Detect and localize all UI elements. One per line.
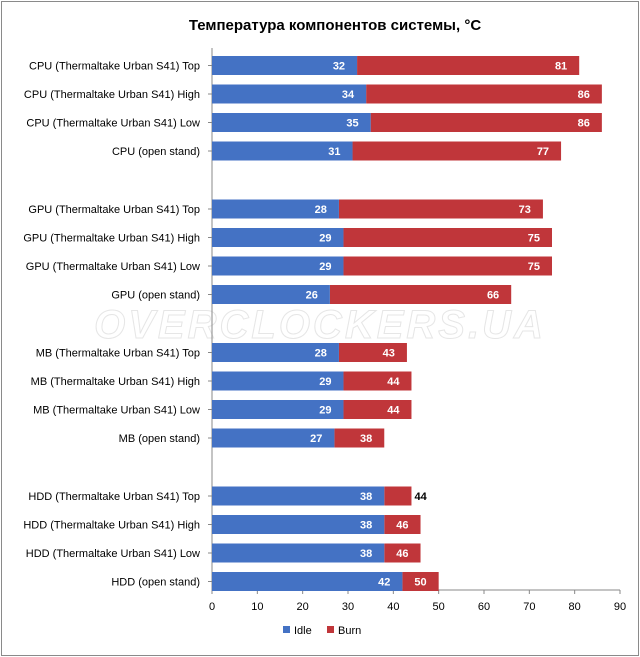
category-label: HDD (Thermaltake Urban S41) Low xyxy=(26,548,200,560)
bar-burn xyxy=(343,256,552,276)
category-label: CPU (Thermaltake Urban S41) Top xyxy=(29,61,200,73)
bar-burn-value: 44 xyxy=(387,405,400,417)
bar-burn-value: 75 xyxy=(528,233,540,245)
bar-idle xyxy=(212,113,371,132)
bar-idle-value: 35 xyxy=(346,118,358,130)
bar-burn-value: 81 xyxy=(555,61,567,73)
bar-idle-value: 38 xyxy=(360,548,372,560)
bar-idle xyxy=(212,543,385,563)
bar-idle-value: 32 xyxy=(333,61,345,73)
bar-idle-value: 42 xyxy=(378,577,390,589)
bar-burn xyxy=(402,572,439,591)
category-label: GPU (Thermaltake Urban S41) Top xyxy=(28,204,200,216)
x-tick-label: 90 xyxy=(614,601,626,613)
bar-idle xyxy=(212,343,339,362)
bar-burn xyxy=(352,141,562,161)
legend-swatch-burn xyxy=(327,626,334,633)
bar-idle xyxy=(212,428,335,448)
bar-idle xyxy=(212,285,330,304)
x-tick-label: 50 xyxy=(433,601,445,613)
watermark: OVERCLOCKERS.UA xyxy=(94,303,546,347)
bar-burn-value: 44 xyxy=(414,491,427,503)
bar-idle-value: 28 xyxy=(315,204,327,216)
bar-burn-value: 46 xyxy=(396,520,408,532)
bar-idle xyxy=(212,228,344,247)
bar-burn xyxy=(343,400,412,419)
x-tick-label: 80 xyxy=(569,601,581,613)
category-label: HDD (Thermaltake Urban S41) Top xyxy=(28,491,200,503)
bar-burn-value: 43 xyxy=(383,348,395,360)
x-tick-label: 70 xyxy=(523,601,535,613)
bar-burn xyxy=(329,285,512,304)
bar-burn xyxy=(384,486,412,506)
x-tick-label: 40 xyxy=(387,601,399,613)
category-label: MB (Thermaltake Urban S41) Low xyxy=(33,405,200,417)
bar-burn xyxy=(338,199,543,219)
category-label: CPU (Thermaltake Urban S41) Low xyxy=(26,118,200,130)
bar-idle xyxy=(212,256,344,276)
bar-burn-value: 75 xyxy=(528,261,540,273)
bar-burn-value: 66 xyxy=(487,290,499,302)
bar-burn-value: 38 xyxy=(360,433,372,445)
bar-burn-value: 73 xyxy=(519,204,531,216)
bar-idle xyxy=(212,56,358,75)
category-label: MB (Thermaltake Urban S41) Top xyxy=(36,348,200,360)
bar-burn-value: 77 xyxy=(537,146,549,158)
bar-idle-value: 27 xyxy=(310,433,322,445)
category-label: CPU (open stand) xyxy=(112,146,200,158)
bar-burn-value: 86 xyxy=(578,89,590,101)
bar-idle-value: 29 xyxy=(319,405,331,417)
bar-burn-value: 44 xyxy=(387,376,400,388)
category-label: HDD (Thermaltake Urban S41) High xyxy=(23,520,200,532)
x-tick-label: 10 xyxy=(251,601,263,613)
bar-idle-value: 29 xyxy=(319,233,331,245)
legend-swatch-idle xyxy=(283,626,290,633)
bar-idle xyxy=(212,572,403,591)
bar-idle xyxy=(212,199,339,219)
bar-burn xyxy=(366,84,602,104)
x-tick-label: 60 xyxy=(478,601,490,613)
bar-idle xyxy=(212,371,344,391)
bar-idle xyxy=(212,141,353,161)
bar-burn-value: 50 xyxy=(414,577,426,589)
bar-burn-value: 86 xyxy=(578,118,590,130)
bar-idle-value: 34 xyxy=(342,89,355,101)
category-label: MB (Thermaltake Urban S41) High xyxy=(31,376,200,388)
x-tick-label: 20 xyxy=(297,601,309,613)
bar-burn xyxy=(384,515,421,534)
x-tick-label: 30 xyxy=(342,601,354,613)
bar-burn xyxy=(343,371,412,391)
bar-burn xyxy=(334,428,385,448)
x-tick-label: 0 xyxy=(209,601,215,613)
category-label: GPU (open stand) xyxy=(111,290,200,302)
bar-burn xyxy=(338,343,407,362)
legend-label-burn: Burn xyxy=(338,625,361,637)
bar-idle xyxy=(212,515,385,534)
chart-title: Температура компонентов системы, °C xyxy=(189,17,481,34)
legend-label-idle: Idle xyxy=(294,625,312,637)
category-label: MB (open stand) xyxy=(119,433,200,445)
bar-idle-value: 28 xyxy=(315,348,327,360)
bar-burn xyxy=(343,228,552,247)
bar-idle-value: 29 xyxy=(319,261,331,273)
bar-idle-value: 38 xyxy=(360,520,372,532)
category-label: GPU (Thermaltake Urban S41) High xyxy=(23,233,200,245)
category-label: CPU (Thermaltake Urban S41) High xyxy=(24,89,200,101)
bar-idle xyxy=(212,400,344,419)
bar-burn xyxy=(357,56,580,75)
bar-burn-value: 46 xyxy=(396,548,408,560)
bar-burn xyxy=(384,543,421,563)
bar-idle-value: 26 xyxy=(306,290,318,302)
category-label: HDD (open stand) xyxy=(111,577,200,589)
bar-idle xyxy=(212,486,385,506)
category-label: GPU (Thermaltake Urban S41) Low xyxy=(26,261,200,273)
bar-idle-value: 29 xyxy=(319,376,331,388)
bar-idle-value: 31 xyxy=(328,146,340,158)
bar-burn xyxy=(370,113,602,132)
bar-idle xyxy=(212,84,367,104)
bar-idle-value: 38 xyxy=(360,491,372,503)
